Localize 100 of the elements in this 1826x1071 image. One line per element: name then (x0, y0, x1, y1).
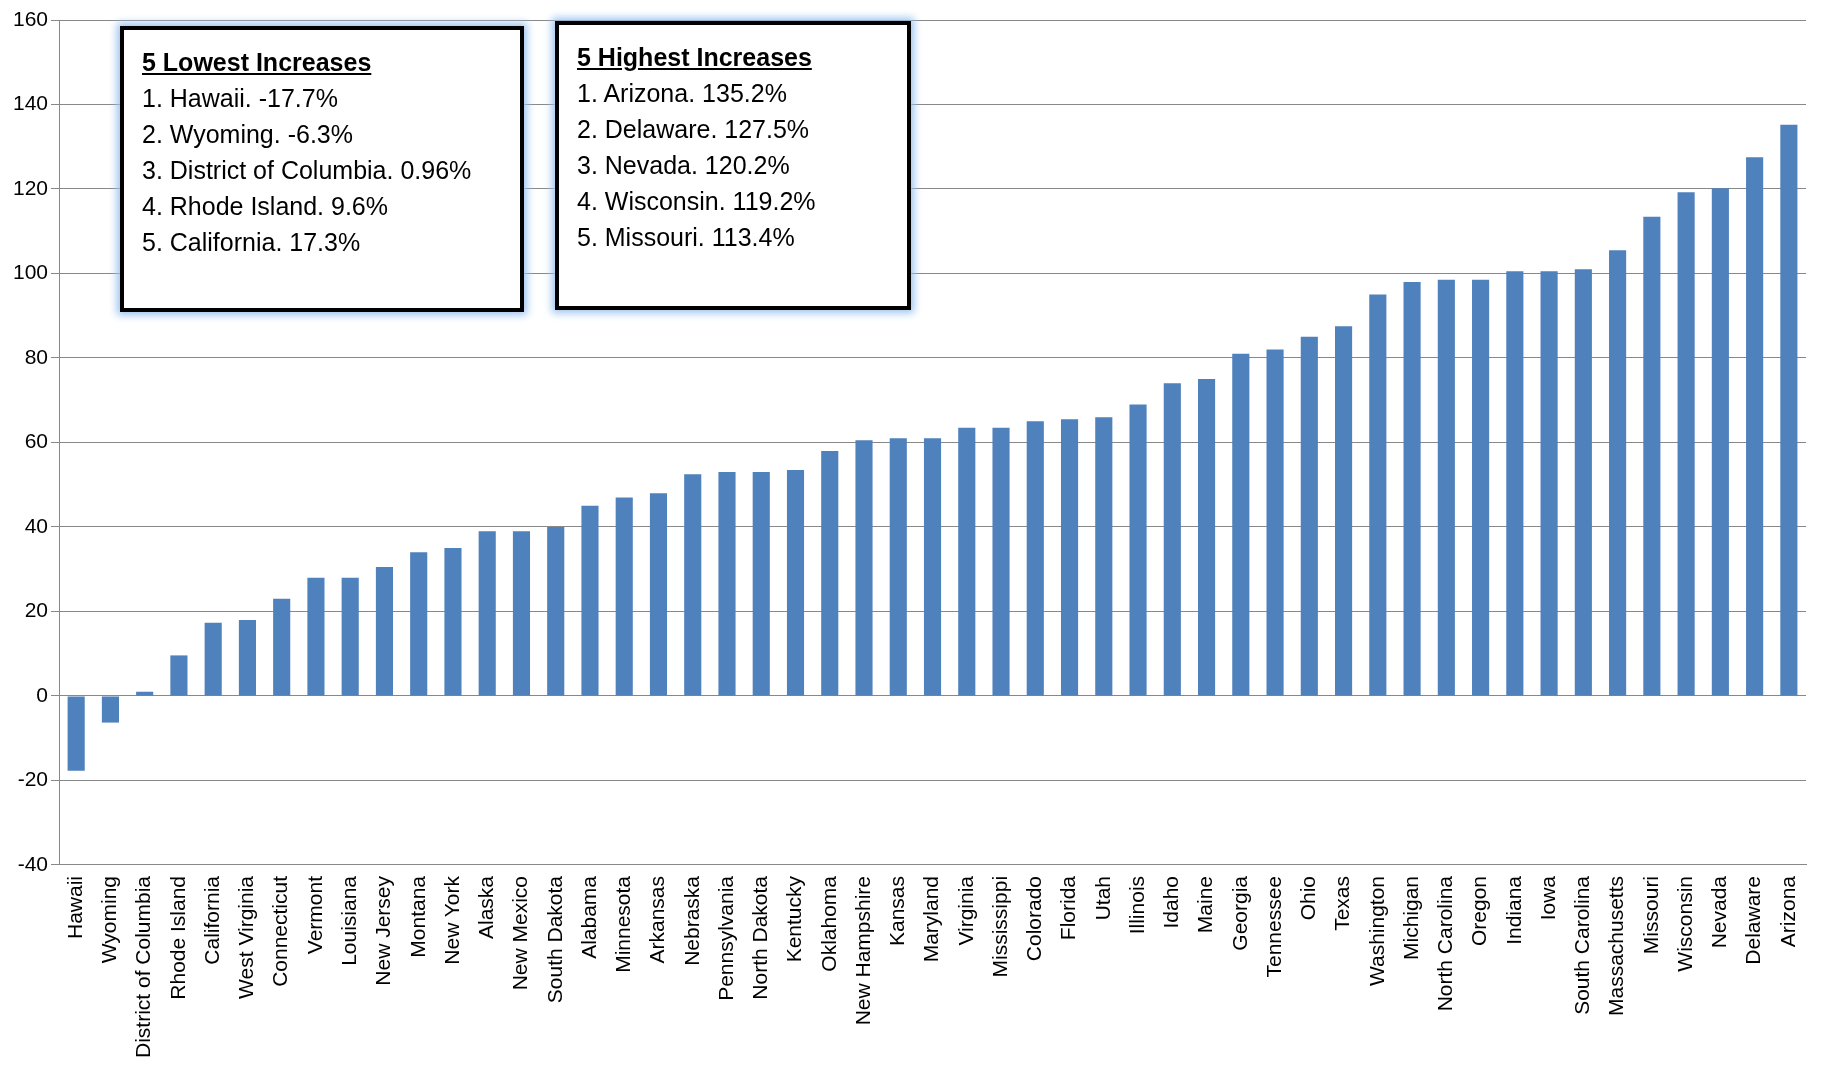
x-tick-label: North Carolina (1433, 875, 1457, 1012)
y-tick-label: 0 (36, 682, 49, 706)
bar (855, 440, 873, 696)
x-tick-label: Ohio (1296, 875, 1320, 921)
x-tick-label: New York (439, 875, 463, 965)
x-tick-label: Massachusetts (1604, 875, 1628, 1017)
bar (512, 531, 531, 696)
y-tick-label: -20 (17, 767, 49, 791)
x-tick-label: Mississippi (987, 875, 1011, 978)
bar (547, 526, 565, 696)
bar (1300, 336, 1318, 696)
x-tick-label: Vermont (302, 875, 326, 955)
bar (684, 474, 702, 696)
y-tick-label: 140 (12, 91, 49, 115)
x-tick-label: California (199, 875, 223, 965)
bar (1677, 192, 1695, 696)
bar (1574, 269, 1592, 696)
x-tick-label: Iowa (1535, 875, 1559, 921)
x-tick-label: Kentucky (782, 875, 806, 963)
bar (615, 497, 633, 696)
bar (1060, 419, 1079, 696)
x-tick-label: Alaska (474, 875, 498, 939)
x-tick-label: Georgia (1227, 875, 1251, 951)
x-tick-label: Rhode Island (165, 875, 189, 1000)
bar (821, 450, 839, 696)
x-tick-label: Oregon (1467, 875, 1491, 946)
bar (889, 438, 907, 696)
y-tick-label: 20 (24, 598, 49, 622)
bar (1129, 404, 1147, 696)
bar (923, 438, 942, 696)
x-tick-label: Missouri (1638, 875, 1662, 955)
bar (444, 548, 462, 696)
bar (1266, 349, 1284, 696)
bar (1335, 326, 1353, 696)
bar (1643, 216, 1661, 696)
bar (170, 655, 188, 696)
x-tick-label: Louisiana (336, 875, 360, 966)
bar (204, 622, 222, 696)
y-tick-label: 120 (12, 175, 49, 199)
bar (1711, 188, 1729, 696)
x-tick-label: Wisconsin (1672, 875, 1696, 972)
bar (649, 493, 668, 696)
x-tick-label: West Virginia (234, 875, 258, 999)
x-tick-label: Indiana (1501, 875, 1525, 945)
bar (1609, 250, 1627, 696)
x-tick-label: Arizona (1775, 875, 1799, 948)
x-tick-label: Michigan (1398, 875, 1422, 960)
x-tick-label: Tennessee (1261, 875, 1285, 978)
bar (1780, 124, 1798, 696)
bar (238, 619, 256, 696)
x-tick-label: Texas (1330, 875, 1354, 931)
x-tick-label: New Hampshire (850, 875, 874, 1026)
x-tick-label: Utah (1090, 875, 1114, 921)
x-tick-label: Delaware (1741, 875, 1765, 965)
x-tick-label: Kansas (885, 875, 909, 946)
bar (273, 598, 291, 696)
text-box: 5 Lowest Increases 1. Hawaii. -17.7% 2. Wyoming. -6.3% 3. District of Columbia. 0.96% 4. Rhode Island. 9.6% 5. California. 17.3% (120, 26, 524, 312)
bar (1197, 379, 1216, 696)
y-tick-label: 100 (12, 260, 49, 284)
bar (1163, 383, 1181, 696)
x-tick-label: Pennsylvania (713, 875, 737, 1001)
bar (307, 577, 325, 696)
bar (1506, 271, 1524, 696)
bar (1540, 271, 1558, 696)
x-tick-label: Alabama (576, 875, 600, 959)
bar (1403, 281, 1421, 696)
x-tick-label: South Dakota (542, 875, 566, 1004)
bar (786, 469, 805, 696)
y-tick-label: 60 (24, 429, 49, 453)
x-tick-label: Hawaii (62, 875, 86, 939)
bar (581, 505, 599, 696)
x-tick-label: Virginia (953, 875, 977, 946)
x-tick-label: New Mexico (508, 875, 532, 991)
x-tick-label: Nebraska (679, 875, 703, 966)
x-tick-label: Idaho (1159, 875, 1183, 929)
x-tick-label: Connecticut (268, 875, 292, 987)
y-tick-label: 160 (12, 6, 49, 30)
x-tick-label: Nevada (1707, 875, 1731, 949)
x-tick-label: Maryland (919, 875, 943, 963)
bar (718, 472, 736, 696)
x-tick-label: North Dakota (748, 875, 772, 1000)
y-tick-label: -40 (17, 851, 49, 875)
x-tick-label: Wyoming (97, 875, 121, 964)
annotation: 5 Lowest Increases 1. Hawaii. -17.7% 2. Wyoming. -6.3% 3. District of Columbia. 0.96% 4. Rhode Island. 9.6% 5. California. 17.3% (142, 47, 473, 258)
bar (67, 696, 85, 771)
bar (101, 696, 119, 723)
bar (1472, 279, 1490, 696)
bar (1746, 157, 1764, 696)
x-tick-label: Illinois (1124, 875, 1148, 935)
x-tick-label: South Carolina (1570, 875, 1594, 1015)
x-tick-label: Maine (1193, 875, 1217, 934)
bar (341, 577, 359, 696)
bar (375, 567, 394, 696)
x-tick-label: Arkansas (645, 875, 669, 964)
y-tick-label: 40 (24, 513, 49, 537)
annotation: 5 Highest Increases 1. Arizona. 135.2% 2. Delaware. 127.5% 3. Nevada. 120.2% 4. Wisconsin. 119.2% 5. Missouri. 113.4% (577, 42, 817, 253)
x-tick-label: New Jersey (371, 875, 395, 986)
x-tick-label: Washington (1364, 875, 1388, 987)
bar (1369, 294, 1387, 696)
x-tick-label: Florida (1056, 875, 1080, 941)
